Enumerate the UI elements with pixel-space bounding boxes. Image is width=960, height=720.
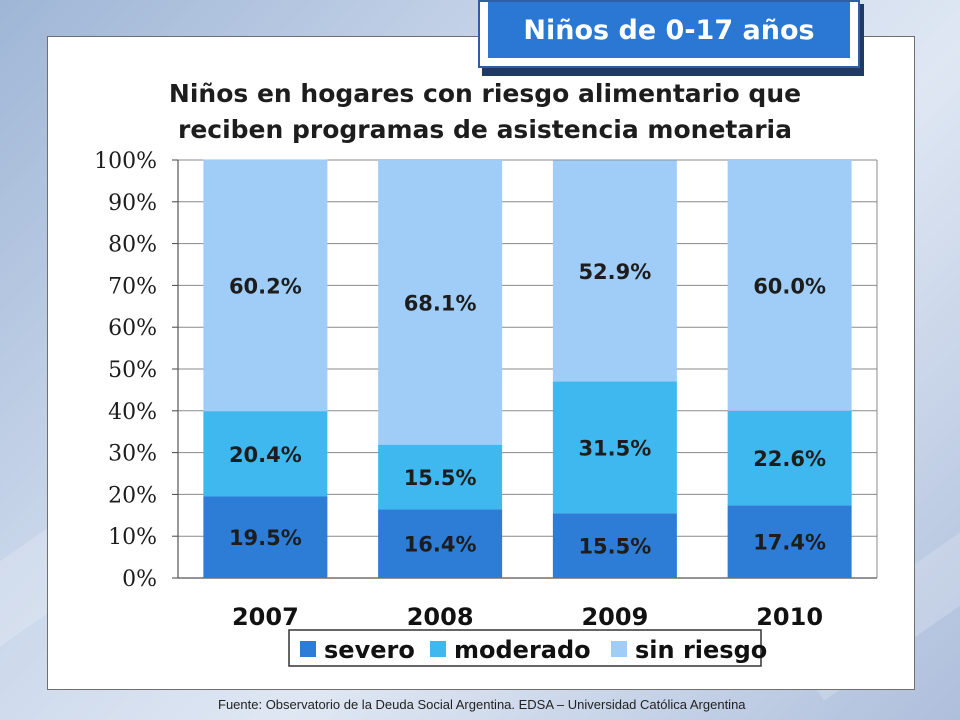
- chart-title: Niños en hogares con riesgo alimentario …: [60, 76, 910, 148]
- y-tick-label: 10%: [108, 525, 157, 550]
- chart-title-line-1: Niños en hogares con riesgo alimentario …: [168, 79, 802, 108]
- data-label: 15.5%: [404, 466, 477, 490]
- y-tick-label: 20%: [108, 483, 157, 508]
- y-tick-label: 50%: [108, 358, 157, 383]
- data-label: 52.9%: [578, 260, 651, 284]
- legend-swatch-moderado: [430, 641, 446, 657]
- data-label: 68.1%: [404, 291, 477, 315]
- x-tick-label: 2009: [581, 603, 648, 631]
- bar-segment-sin-riesgo-2008: [378, 160, 503, 445]
- bar-segment-severo-2008: [378, 509, 503, 578]
- bar-segment-moderado-2008: [378, 444, 503, 510]
- bar-segment-severo-2007: [203, 496, 328, 578]
- y-tick-label: 0%: [122, 567, 157, 592]
- legend-swatch-severo: [300, 641, 316, 657]
- bar-segment-moderado-2007: [203, 411, 328, 497]
- bar-segment-severo-2010: [727, 505, 852, 578]
- y-tick-label: 60%: [108, 316, 157, 341]
- data-label: 15.5%: [578, 535, 651, 559]
- y-tick-label: 100%: [94, 149, 157, 174]
- y-tick-label: 90%: [108, 191, 157, 216]
- legend-swatch-sin-riesgo: [611, 641, 627, 657]
- bar-segment-moderado-2009: [552, 381, 677, 514]
- data-label: 22.6%: [753, 447, 826, 471]
- data-label: 19.5%: [229, 526, 302, 550]
- y-tick-label: 40%: [108, 400, 157, 425]
- bar-segment-sin-riesgo-2010: [727, 160, 852, 411]
- age-badge: Niños de 0-17 años: [478, 0, 860, 68]
- data-label: 20.4%: [229, 443, 302, 467]
- data-label: 60.0%: [753, 274, 826, 298]
- data-label: 60.2%: [229, 274, 302, 298]
- age-badge-label: Niños de 0-17 años: [488, 2, 850, 58]
- y-tick-label: 80%: [108, 233, 157, 258]
- y-tick-label: 30%: [108, 442, 157, 467]
- source-note: Fuente: Observatorio de la Deuda Social …: [218, 697, 746, 712]
- y-tick-label: 70%: [108, 274, 157, 299]
- bar-segment-severo-2009: [552, 513, 677, 578]
- legend-label: sin riesgo: [635, 636, 767, 664]
- x-tick-label: 2010: [756, 603, 823, 631]
- data-label: 17.4%: [753, 531, 826, 555]
- legend-label: severo: [324, 636, 415, 664]
- bar-segment-sin-riesgo-2009: [552, 160, 677, 382]
- x-tick-label: 2008: [407, 603, 474, 631]
- legend-label: moderado: [454, 636, 591, 664]
- data-label: 31.5%: [578, 436, 651, 460]
- data-label: 16.4%: [404, 533, 477, 557]
- bar-segment-sin-riesgo-2007: [203, 159, 328, 412]
- x-tick-label: 2007: [232, 603, 299, 631]
- chart-title-line-2: reciben programas de asistencia monetari…: [177, 115, 792, 144]
- bar-segment-moderado-2010: [727, 410, 852, 506]
- legend-box: [288, 629, 762, 667]
